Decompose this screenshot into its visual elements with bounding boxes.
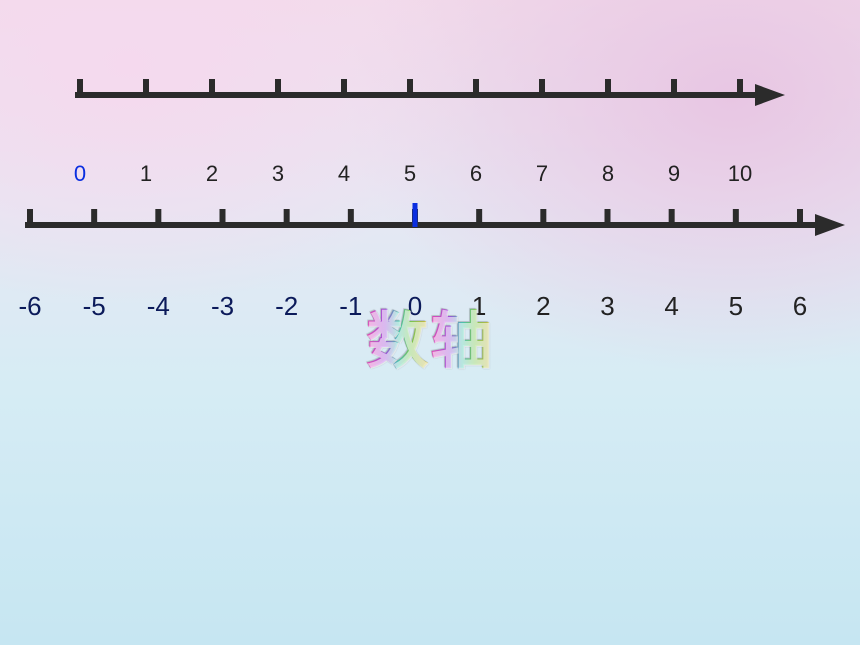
tick-label: 3 bbox=[600, 291, 614, 322]
tick-label: 7 bbox=[536, 161, 548, 187]
tick-label: 6 bbox=[470, 161, 482, 187]
tick-label: 10 bbox=[728, 161, 752, 187]
tick-label: 0 bbox=[74, 161, 86, 187]
title-char: 数 bbox=[366, 290, 430, 380]
tick-label: -1 bbox=[339, 291, 362, 322]
title-char: 轴 bbox=[430, 290, 494, 380]
number-line-axis-1: 012345678910 bbox=[0, 55, 860, 165]
tick-label: 4 bbox=[338, 161, 350, 187]
tick-label: 2 bbox=[206, 161, 218, 187]
tick-label: -3 bbox=[211, 291, 234, 322]
tick-label: 3 bbox=[272, 161, 284, 187]
tick-label: -5 bbox=[83, 291, 106, 322]
tick-label: -4 bbox=[147, 291, 170, 322]
tick-label: -2 bbox=[275, 291, 298, 322]
tick-label: 1 bbox=[140, 161, 152, 187]
tick-label: 4 bbox=[664, 291, 678, 322]
tick-label: 5 bbox=[729, 291, 743, 322]
number-line-axis-2: -6-5-4-3-2-10123456 bbox=[0, 185, 860, 303]
number-line-axis-2-svg bbox=[0, 185, 860, 245]
diagram-title: 数轴 bbox=[366, 290, 494, 380]
number-line-axis-1-svg bbox=[0, 55, 860, 115]
tick-label: 5 bbox=[404, 161, 416, 187]
tick-label: 6 bbox=[793, 291, 807, 322]
tick-label: -6 bbox=[18, 291, 41, 322]
tick-label: 8 bbox=[602, 161, 614, 187]
tick-label: 2 bbox=[536, 291, 550, 322]
tick-label: 9 bbox=[668, 161, 680, 187]
